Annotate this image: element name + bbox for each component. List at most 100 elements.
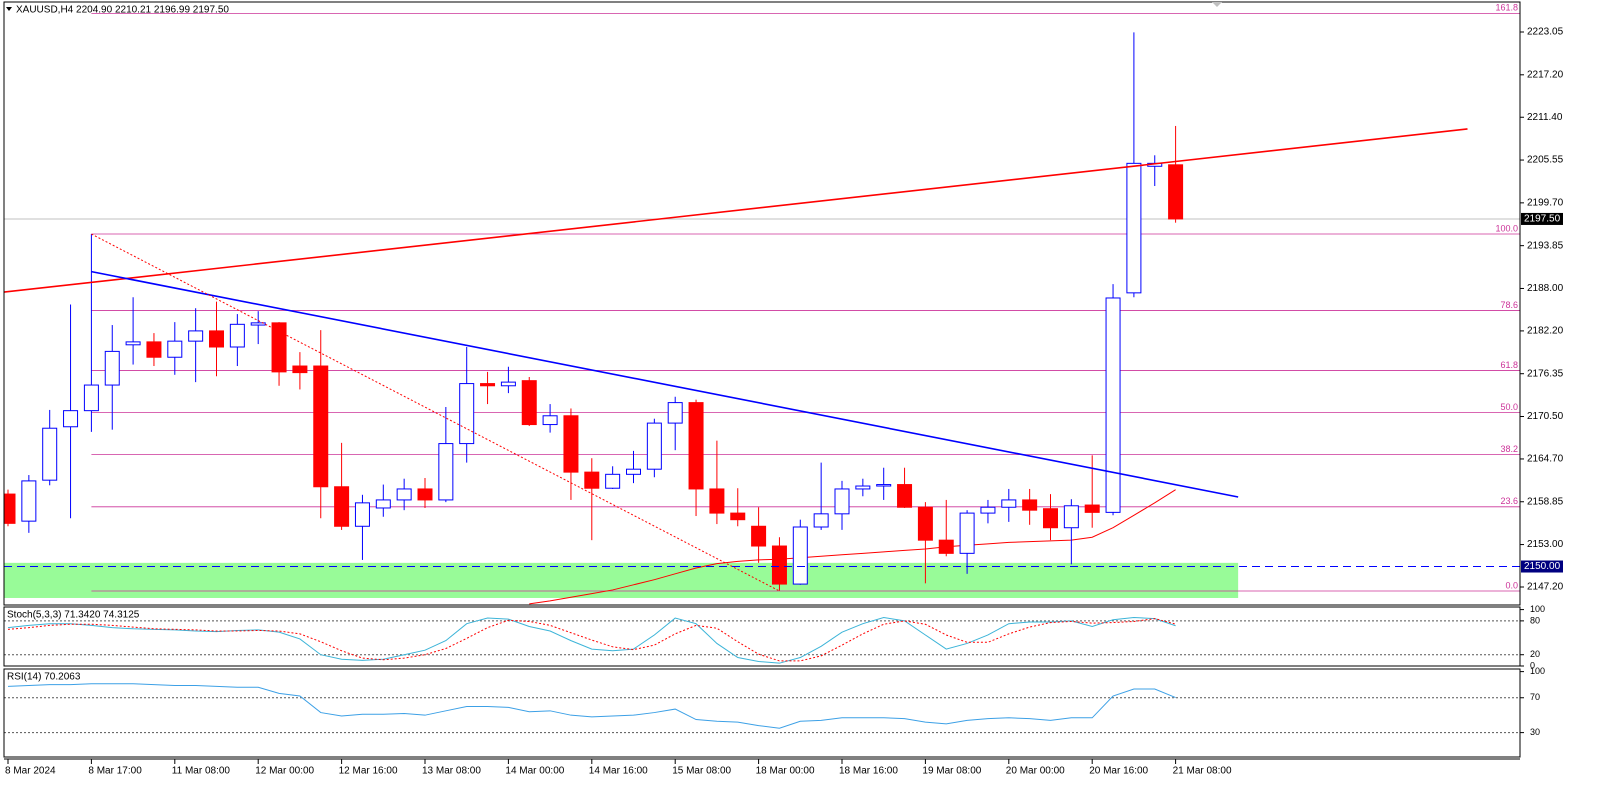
candle-body bbox=[1001, 499, 1017, 508]
candle-body bbox=[563, 415, 579, 473]
candle-body bbox=[42, 427, 58, 481]
x-tick-label: 14 Mar 00:00 bbox=[505, 766, 564, 777]
x-tick-label: 8 Mar 2024 bbox=[5, 766, 56, 777]
candle-body bbox=[459, 383, 475, 445]
y-tick-label: 100 bbox=[1530, 666, 1545, 676]
candle-body bbox=[542, 415, 558, 426]
symbol-header: XAUUSD,H4 2204.90 2210.21 2196.99 2197.5… bbox=[16, 5, 229, 16]
rsi-line bbox=[7, 683, 1176, 729]
candle-body bbox=[375, 499, 391, 509]
x-tick-label: 12 Mar 00:00 bbox=[255, 766, 314, 777]
menu-arrow[interactable] bbox=[6, 7, 12, 11]
y-tick-label: 20 bbox=[1530, 649, 1540, 659]
level-label: 2150.00 bbox=[1524, 561, 1561, 572]
y-tick-label: 2164.70 bbox=[1527, 454, 1564, 465]
candle-body bbox=[417, 488, 433, 501]
candle-body bbox=[813, 513, 829, 528]
y-tick-label: 0 bbox=[1530, 660, 1535, 670]
candle-body bbox=[167, 340, 183, 358]
fib-label: 50.0 bbox=[1500, 402, 1518, 412]
fib-label: 161.8 bbox=[1495, 3, 1518, 13]
candle-body bbox=[334, 486, 350, 527]
trendline bbox=[91, 270, 1239, 498]
rsi-frame bbox=[3, 668, 1521, 758]
y-tick-label: 2147.20 bbox=[1527, 582, 1564, 593]
shift-marker[interactable] bbox=[1212, 2, 1222, 7]
candle-body bbox=[938, 539, 954, 554]
fib-label: 38.2 bbox=[1500, 444, 1518, 454]
y-tick-label: 2182.20 bbox=[1527, 326, 1564, 337]
y-tick-label: 2211.40 bbox=[1527, 112, 1563, 123]
candle-body bbox=[271, 322, 287, 373]
candle-body bbox=[897, 484, 913, 508]
moving-average bbox=[529, 489, 1176, 605]
y-tick-label: 2205.55 bbox=[1527, 155, 1564, 166]
rsi-title: RSI(14) 70.2063 bbox=[7, 672, 81, 683]
trendline bbox=[91, 233, 780, 592]
fib-label: 100.0 bbox=[1495, 223, 1518, 233]
y-tick-label: 70 bbox=[1530, 692, 1540, 702]
candle-body bbox=[292, 365, 308, 374]
candle-body bbox=[1168, 164, 1184, 220]
candle-body bbox=[500, 381, 516, 387]
y-tick-label: 100 bbox=[1530, 604, 1545, 614]
candle-body bbox=[792, 526, 808, 585]
x-tick-label: 15 Mar 08:00 bbox=[672, 766, 731, 777]
x-tick-label: 19 Mar 08:00 bbox=[922, 766, 981, 777]
candle-body bbox=[21, 480, 37, 522]
y-tick-label: 2176.35 bbox=[1527, 368, 1564, 379]
stoch-title: Stoch(5,3,3) 71.3420 74.3125 bbox=[7, 610, 140, 621]
candle-body bbox=[229, 323, 245, 348]
x-tick-label: 11 Mar 08:00 bbox=[172, 766, 231, 777]
candle-body bbox=[688, 402, 704, 490]
candle-body bbox=[1063, 505, 1079, 529]
candle-body bbox=[834, 488, 850, 515]
stoch-pane bbox=[4, 616, 1520, 664]
candle-body bbox=[63, 410, 79, 428]
stoch-frame bbox=[3, 606, 1521, 667]
y-tick-label: 2188.00 bbox=[1527, 283, 1564, 294]
candle-body bbox=[626, 468, 641, 475]
candle-body bbox=[959, 512, 975, 554]
candle-body bbox=[104, 350, 120, 386]
candle-body bbox=[1043, 508, 1058, 529]
price-frame bbox=[3, 1, 1521, 606]
candle-body bbox=[751, 525, 767, 547]
candle-body bbox=[771, 545, 787, 585]
x-tick-label: 21 Mar 08:00 bbox=[1173, 766, 1232, 777]
current-price-box bbox=[1521, 212, 1563, 225]
support-zone bbox=[4, 562, 1239, 598]
candle-body bbox=[855, 485, 871, 490]
x-tick-label: 18 Mar 16:00 bbox=[839, 766, 898, 777]
candle-body bbox=[709, 488, 725, 514]
axes: 2223.05 2217.20 2211.40 2205.55 2199.70 2193.… bbox=[4, 27, 1564, 777]
candle-body bbox=[521, 380, 537, 426]
y-tick-label: 80 bbox=[1530, 615, 1540, 625]
candle-body bbox=[125, 341, 141, 346]
x-tick-label: 20 Mar 00:00 bbox=[1006, 766, 1065, 777]
x-tick-label: 8 Mar 17:00 bbox=[88, 766, 142, 777]
candle-body bbox=[667, 402, 683, 424]
candle-body bbox=[917, 506, 933, 541]
candle-body bbox=[396, 488, 412, 501]
candle-body bbox=[584, 471, 600, 489]
candle-body bbox=[646, 422, 662, 470]
x-tick-label: 14 Mar 16:00 bbox=[589, 766, 648, 777]
y-tick-label: 2158.85 bbox=[1527, 496, 1564, 507]
candle-body bbox=[354, 502, 370, 527]
y-tick-label: 2199.70 bbox=[1527, 197, 1564, 208]
candle-body bbox=[4, 493, 16, 524]
candle-body bbox=[1105, 297, 1121, 513]
x-tick-label: 12 Mar 16:00 bbox=[339, 766, 398, 777]
stoch-line bbox=[7, 616, 1176, 664]
y-tick-label: 2217.20 bbox=[1527, 69, 1564, 80]
fib-label: 23.6 bbox=[1500, 496, 1518, 506]
trendline bbox=[4, 128, 1468, 293]
candle-body bbox=[83, 384, 99, 412]
candle-body bbox=[730, 512, 746, 521]
x-tick-label: 13 Mar 08:00 bbox=[422, 766, 481, 777]
candle-body bbox=[146, 341, 162, 358]
